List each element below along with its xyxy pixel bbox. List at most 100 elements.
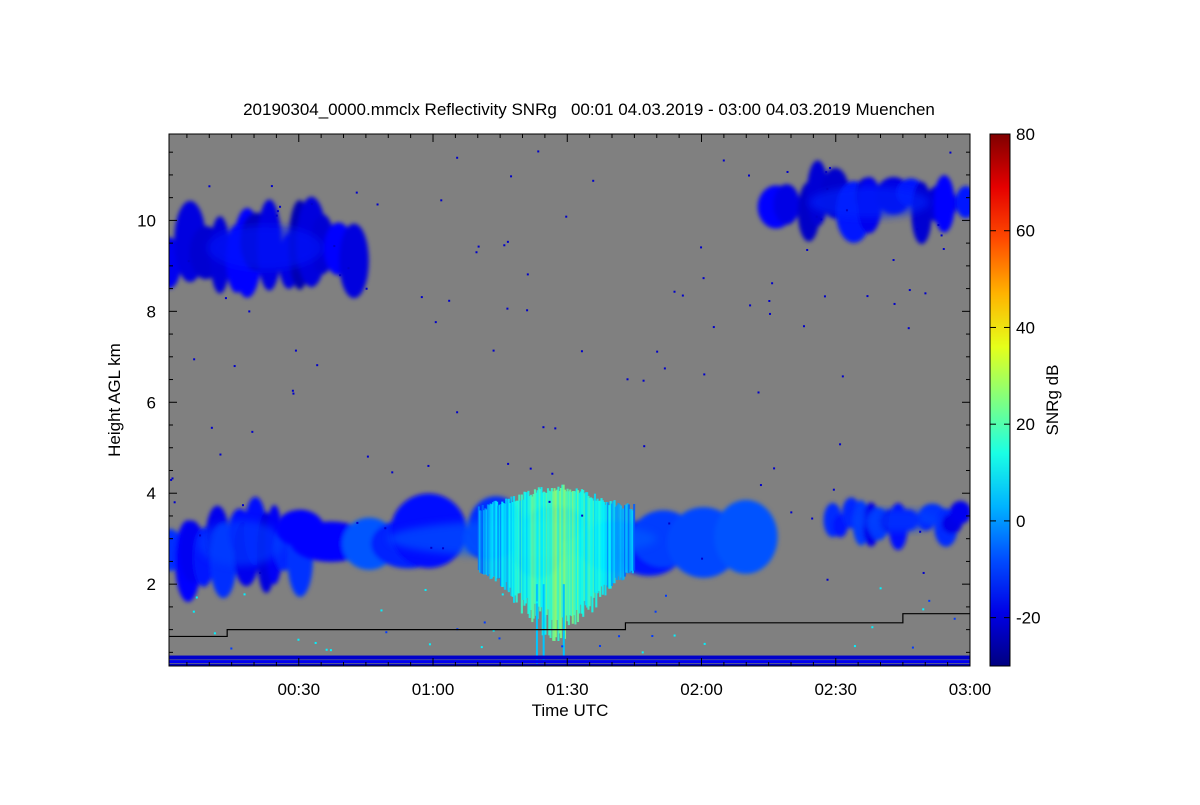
noise-speckle bbox=[811, 517, 814, 520]
echo-streak bbox=[509, 503, 512, 588]
noise-speckle bbox=[841, 375, 844, 378]
noise-speckle bbox=[911, 646, 914, 649]
noise-speckle bbox=[248, 310, 251, 313]
echo-streak bbox=[580, 489, 583, 614]
colorbar-tick-label: 60 bbox=[1016, 222, 1035, 241]
echo-streak bbox=[537, 487, 540, 607]
echo-streak bbox=[592, 500, 595, 598]
echo-streak bbox=[544, 492, 547, 635]
echo-streak bbox=[482, 510, 486, 575]
noise-speckle bbox=[297, 638, 300, 641]
noise-speckle bbox=[420, 296, 423, 299]
echo-core bbox=[851, 509, 941, 532]
y-axis: 2 4 6 8 10 bbox=[137, 151, 970, 653]
echo-streak bbox=[631, 510, 634, 574]
noise-speckle bbox=[355, 191, 358, 194]
echo-streak bbox=[561, 484, 564, 618]
noise-speckle bbox=[916, 228, 919, 231]
echo-streak bbox=[516, 500, 520, 594]
noise-speckle bbox=[294, 349, 297, 352]
echo-streak bbox=[630, 509, 633, 571]
echo-streak bbox=[494, 500, 497, 582]
echo-streak bbox=[583, 493, 586, 602]
echo-streak bbox=[522, 499, 525, 600]
echo-streak bbox=[616, 505, 619, 581]
y-axis-label: Height AGL km bbox=[105, 343, 124, 457]
echo-streak bbox=[608, 505, 611, 589]
noise-speckle bbox=[506, 307, 509, 310]
echo-streak bbox=[503, 503, 506, 590]
x-axis-label: Time UTC bbox=[532, 701, 609, 720]
echo-streak bbox=[586, 492, 589, 608]
noise-speckle bbox=[663, 367, 666, 370]
echo-streak bbox=[609, 501, 612, 589]
echo-streak bbox=[576, 490, 580, 623]
colorbar-tick-label: -20 bbox=[1016, 609, 1041, 628]
echo-streak bbox=[523, 491, 526, 606]
noise-speckle bbox=[757, 391, 760, 394]
echo-streak bbox=[587, 495, 590, 610]
noise-speckle bbox=[908, 289, 911, 292]
echo-streak bbox=[548, 490, 551, 636]
noise-speckle bbox=[259, 571, 262, 574]
noise-speckles bbox=[170, 150, 956, 654]
noise-speckle bbox=[626, 378, 629, 381]
echo-streak bbox=[492, 502, 495, 577]
noise-speckle bbox=[922, 608, 925, 611]
noise-speckle bbox=[919, 530, 922, 533]
echo-streak bbox=[531, 496, 534, 623]
echo-streak bbox=[623, 505, 627, 577]
noise-speckle bbox=[279, 205, 282, 208]
echo-streak bbox=[520, 494, 523, 614]
echo-streak bbox=[550, 488, 553, 620]
echo-region-precipitation-core bbox=[477, 484, 636, 664]
echo-blob bbox=[339, 223, 369, 299]
noise-speckle bbox=[440, 199, 443, 202]
x-tick-label: 00:30 bbox=[277, 680, 320, 699]
echo-streak bbox=[599, 500, 602, 597]
noise-speckle bbox=[656, 350, 659, 353]
noise-speckle bbox=[839, 443, 842, 446]
echo-streak bbox=[633, 503, 636, 571]
noise-speckle bbox=[893, 302, 896, 305]
echo-streak bbox=[511, 502, 514, 597]
noise-speckle bbox=[430, 546, 433, 549]
echo-streak bbox=[620, 505, 623, 578]
noise-speckle bbox=[581, 514, 584, 517]
noise-speckle bbox=[641, 651, 644, 654]
noise-speckle bbox=[940, 234, 943, 237]
echo-streak bbox=[502, 502, 505, 587]
echo-streak bbox=[485, 509, 488, 575]
echo-streak bbox=[591, 498, 594, 613]
echo-streak bbox=[481, 504, 484, 574]
noise-speckle bbox=[673, 290, 676, 293]
noise-speckle bbox=[618, 635, 621, 638]
echo-streak bbox=[507, 498, 510, 593]
echo-streak bbox=[593, 493, 597, 593]
noise-speckle bbox=[510, 175, 513, 178]
noise-speckle bbox=[480, 646, 483, 649]
echo-streak bbox=[554, 490, 557, 638]
echo-streak bbox=[536, 490, 539, 619]
noise-speckle bbox=[642, 379, 645, 382]
noise-speckle bbox=[314, 641, 317, 644]
noise-speckle bbox=[949, 151, 952, 154]
colorbar-frame bbox=[989, 133, 1011, 667]
plot-frame bbox=[168, 133, 971, 667]
noise-speckle bbox=[771, 282, 774, 285]
noise-speckle bbox=[866, 295, 869, 298]
echo-streak bbox=[498, 504, 501, 578]
noise-speckle bbox=[492, 349, 495, 352]
noise-speckle bbox=[333, 245, 336, 248]
noise-speckle bbox=[170, 478, 173, 481]
x-tick-label: 02:00 bbox=[680, 680, 723, 699]
noise-speckle bbox=[748, 174, 751, 177]
echo-streak bbox=[486, 504, 490, 577]
echo-streak bbox=[579, 491, 582, 605]
noise-speckle bbox=[380, 609, 383, 612]
echo-streak bbox=[499, 504, 503, 587]
noise-speckle bbox=[347, 267, 350, 270]
echo-streak bbox=[510, 496, 513, 596]
